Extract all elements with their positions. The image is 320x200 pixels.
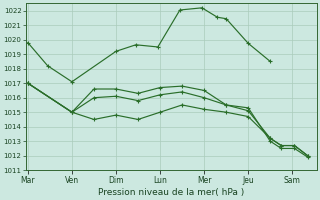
X-axis label: Pression niveau de la mer( hPa ): Pression niveau de la mer( hPa ) <box>98 188 244 197</box>
